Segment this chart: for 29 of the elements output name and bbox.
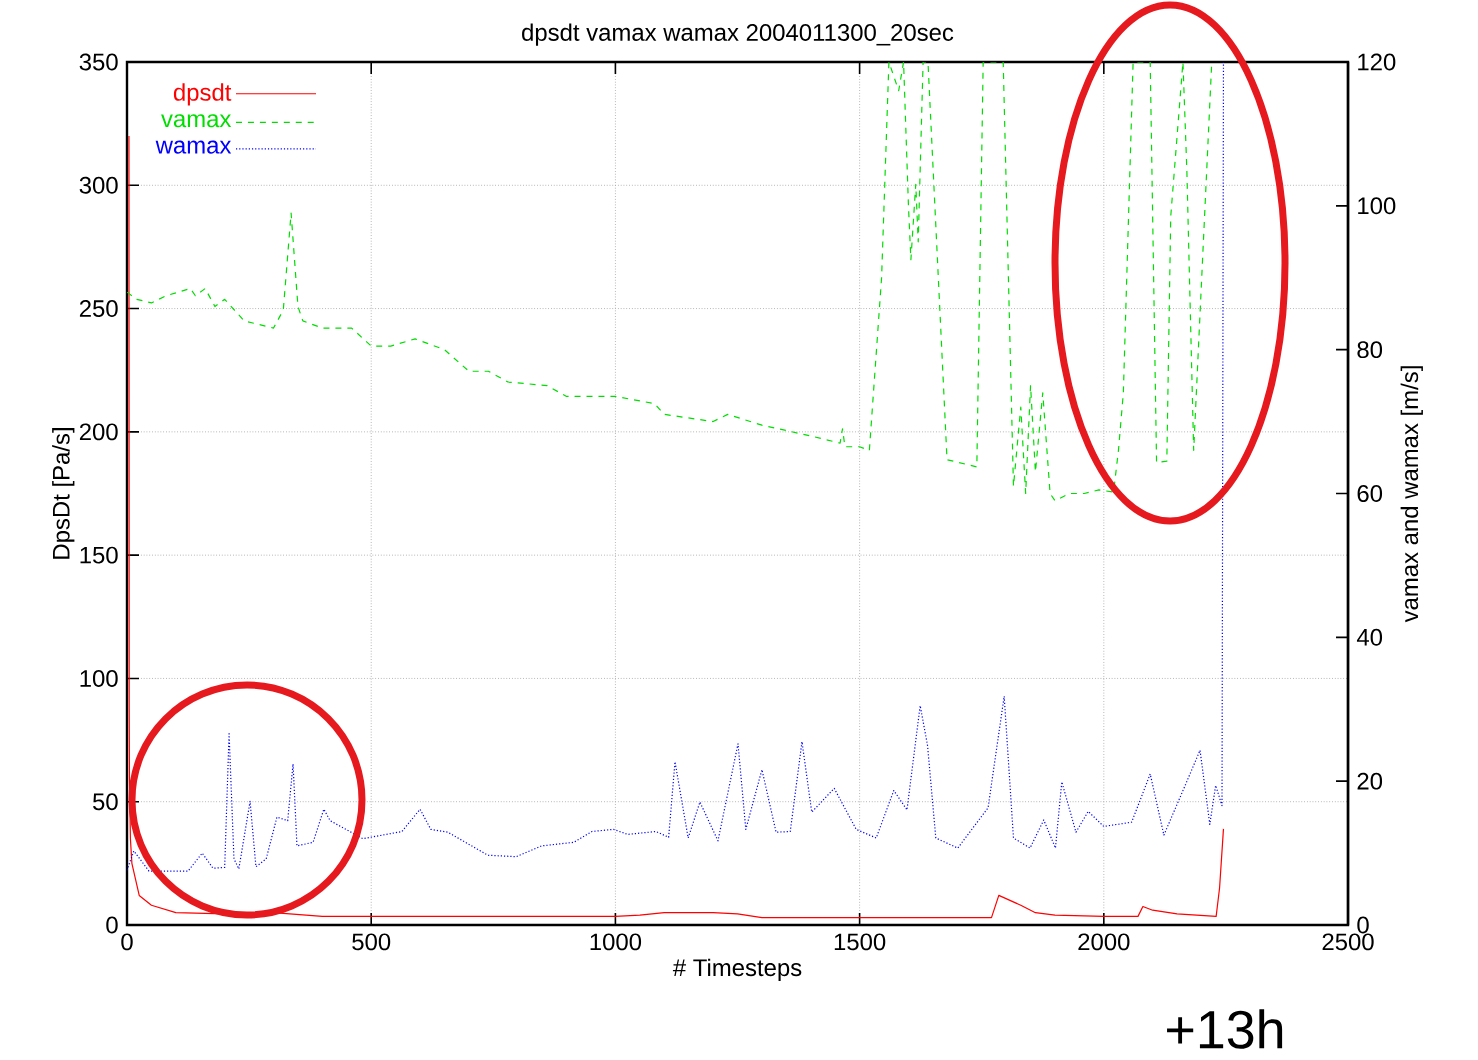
y-tick-label: 250 [79,300,118,318]
y2-tick-label: 0 [1357,916,1369,934]
y-axis-title: DpsDt [Pa/s] [52,428,75,559]
legend-label: dpsdt [173,83,232,106]
x-tick-label: 2500 [1322,933,1374,951]
text: +13h [1167,1009,1283,1049]
y-tick-label: 0 [106,916,118,934]
y2-tick-label: 80 [1357,341,1383,359]
y2-tick-label: 20 [1357,772,1383,790]
x-tick-label: 1500 [834,933,886,951]
chart-title: dpsdt vamax wamax 2004011300_20sec [522,23,954,46]
y-tick-label: 100 [80,669,118,687]
y2-tick-label: 120 [1358,53,1396,71]
y2-tick-label: 60 [1357,485,1383,502]
legend-label: vamax [161,114,232,128]
x-tick-label: 1000 [590,933,642,951]
legend-label: wamax [155,140,232,154]
y-tick-label: 300 [79,176,118,194]
y-tick-label: 350 [79,53,118,71]
y2-tick-label: 40 [1356,628,1383,646]
x-tick-label: 500 [352,933,391,951]
y2-tick-label: 100 [1358,197,1396,215]
y-tick-label: 50 [93,793,118,811]
y-tick-label: 150 [80,546,118,564]
x-tick-label: 0 [121,933,133,951]
y2-axis-title: vamax and wamax [m/s] [1400,366,1423,623]
x-axis-title: # Timesteps [672,958,802,981]
y-tick-label: 200 [79,423,118,441]
x-tick-label: 2000 [1078,933,1130,951]
